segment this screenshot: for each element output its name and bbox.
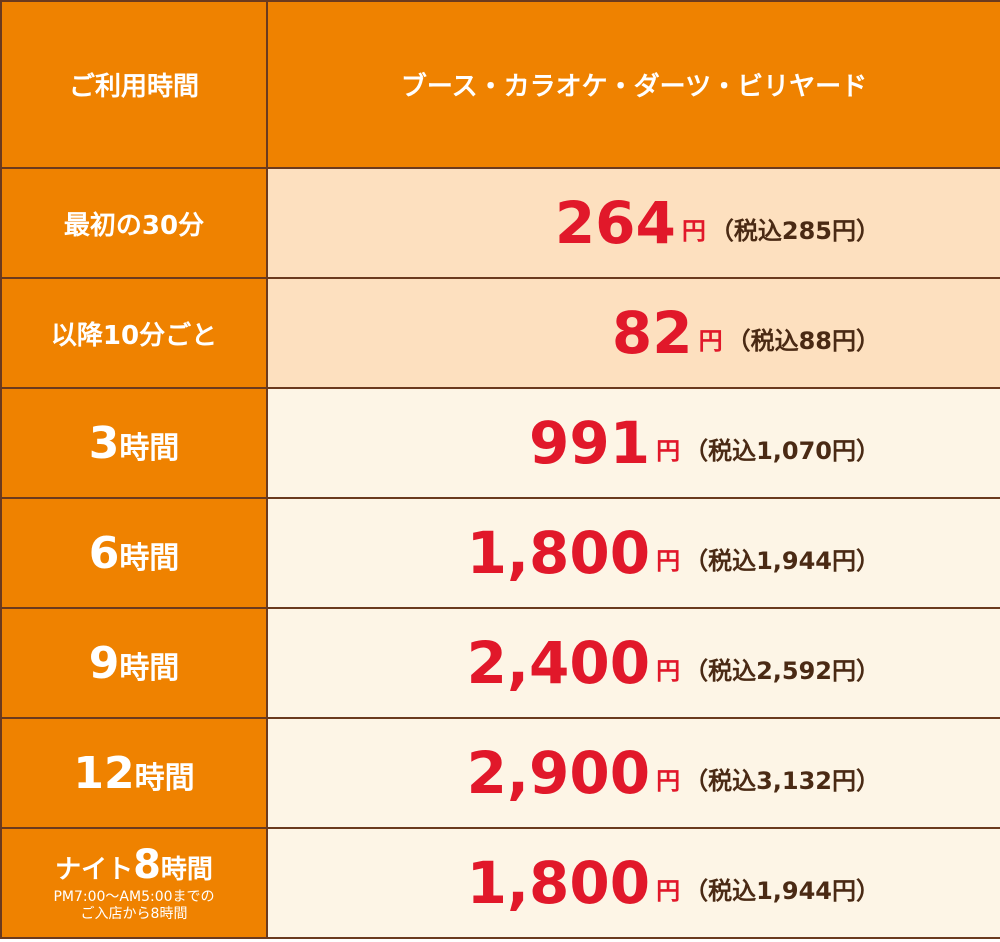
- price-amount: 991: [529, 409, 651, 477]
- night-note-line2: ご入店から8時間: [80, 906, 188, 922]
- tax-included-price: （税込88円）: [726, 327, 880, 355]
- hours-unit: 時間: [160, 855, 213, 886]
- row-label: 3時間: [0, 387, 268, 499]
- hours-unit: 時間: [119, 650, 180, 686]
- price-row: 以降10分ごと 82 円 （税込88円）: [0, 277, 1000, 389]
- yen-unit: 円: [656, 547, 681, 575]
- price-cell: 991 円 （税込1,070円）: [266, 387, 1000, 499]
- header-time-label: ご利用時間: [0, 0, 268, 169]
- tax-included-price: （税込2,592円）: [684, 657, 880, 685]
- price-cell: 2,900 円 （税込3,132円）: [266, 717, 1000, 829]
- tax-included-price: （税込3,132円）: [684, 767, 880, 795]
- price-row: 9時間 2,400 円 （税込2,592円）: [0, 607, 1000, 719]
- price-amount: 2,400: [466, 629, 651, 697]
- header-service-label: ブース・カラオケ・ダーツ・ビリヤード: [266, 0, 1000, 169]
- price-row: 6時間 1,800 円 （税込1,944円）: [0, 497, 1000, 609]
- price-amount: 2,900: [466, 739, 651, 807]
- hours-number: 8: [133, 842, 161, 889]
- yen-unit: 円: [681, 217, 706, 245]
- yen-unit: 円: [656, 657, 681, 685]
- row-label: 9時間: [0, 607, 268, 719]
- tax-included-price: （税込1,944円）: [684, 877, 880, 905]
- row-label: 6時間: [0, 497, 268, 609]
- price-cell: 1,800 円 （税込1,944円）: [266, 497, 1000, 609]
- tax-included-price: （税込285円）: [709, 217, 880, 245]
- yen-unit: 円: [656, 877, 681, 905]
- hours-number: 3: [88, 417, 120, 469]
- price-cell: 2,400 円 （税込2,592円）: [266, 607, 1000, 719]
- night-prefix: ナイト: [55, 855, 134, 886]
- price-cell: 1,800 円 （税込1,944円）: [266, 827, 1000, 939]
- yen-unit: 円: [656, 437, 681, 465]
- price-amount: 82: [611, 299, 693, 367]
- hours-unit: 時間: [119, 540, 180, 576]
- hours-number: 12: [73, 747, 135, 799]
- price-amount: 1,800: [466, 519, 651, 587]
- row-label: 以降10分ごと: [0, 277, 268, 389]
- yen-unit: 円: [698, 327, 723, 355]
- price-row: 3時間 991 円 （税込1,070円）: [0, 387, 1000, 499]
- price-row: 最初の30分 264 円 （税込285円）: [0, 167, 1000, 279]
- row-label: 最初の30分: [0, 167, 268, 279]
- price-row-night: ナイト8時間 PM7:00～AM5:00までの ご入店から8時間 1,800 円…: [0, 827, 1000, 939]
- hours-unit: 時間: [134, 760, 195, 796]
- tax-included-price: （税込1,944円）: [684, 547, 880, 575]
- price-cell: 82 円 （税込88円）: [266, 277, 1000, 389]
- hours-number: 9: [88, 637, 120, 689]
- price-amount: 264: [554, 189, 676, 257]
- price-cell: 264 円 （税込285円）: [266, 167, 1000, 279]
- hours-unit: 時間: [119, 430, 180, 466]
- night-note-line1: PM7:00～AM5:00までの: [53, 889, 215, 906]
- row-label-night: ナイト8時間 PM7:00～AM5:00までの ご入店から8時間: [0, 827, 268, 939]
- yen-unit: 円: [656, 767, 681, 795]
- price-row: 12時間 2,900 円 （税込3,132円）: [0, 717, 1000, 829]
- price-amount: 1,800: [466, 849, 651, 917]
- header-row: ご利用時間 ブース・カラオケ・ダーツ・ビリヤード: [0, 0, 1000, 169]
- hours-number: 6: [88, 527, 120, 579]
- row-label: 12時間: [0, 717, 268, 829]
- tax-included-price: （税込1,070円）: [684, 437, 880, 465]
